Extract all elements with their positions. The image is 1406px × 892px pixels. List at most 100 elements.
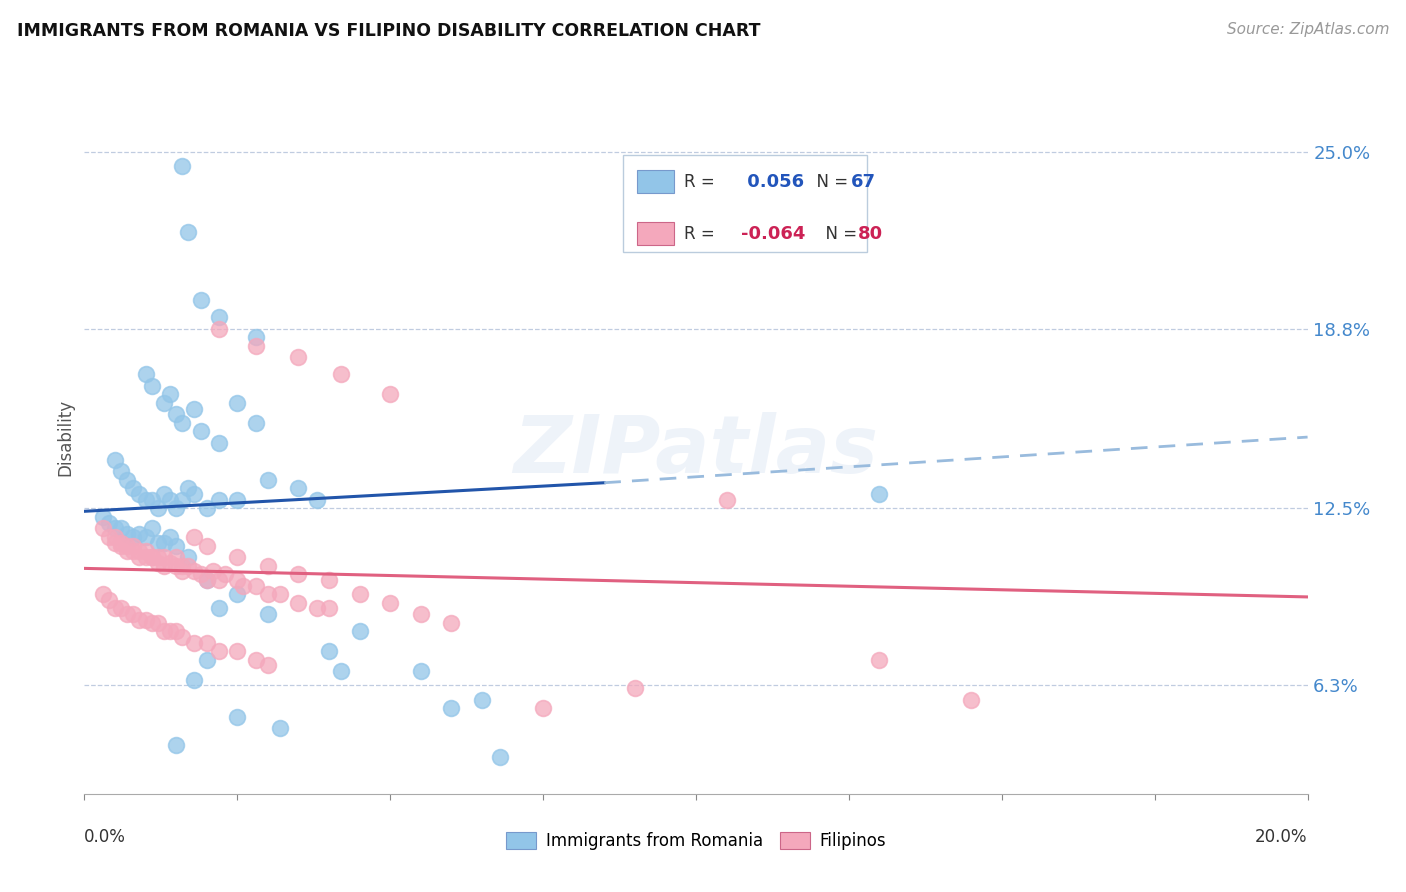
Point — [172, 630, 194, 644]
Point — [104, 530, 127, 544]
Point — [330, 664, 353, 678]
Point — [128, 527, 150, 541]
Point — [257, 558, 280, 573]
Point — [128, 544, 150, 558]
Point — [489, 749, 512, 764]
Point — [146, 556, 169, 570]
Point — [165, 501, 187, 516]
Point — [269, 587, 291, 601]
Point — [165, 558, 187, 573]
Point — [153, 558, 176, 573]
Point — [208, 644, 231, 658]
Point — [287, 567, 309, 582]
Point — [349, 624, 371, 639]
Point — [159, 624, 181, 639]
Point — [159, 387, 181, 401]
Point — [91, 587, 114, 601]
Point — [195, 653, 218, 667]
Point — [115, 527, 138, 541]
Point — [183, 673, 205, 687]
Point — [869, 487, 891, 501]
Point — [245, 578, 267, 592]
FancyBboxPatch shape — [637, 222, 673, 245]
Point — [226, 492, 249, 507]
Point — [190, 425, 212, 439]
FancyBboxPatch shape — [623, 155, 868, 252]
Point — [122, 482, 145, 496]
Point — [110, 539, 132, 553]
Text: -0.064: -0.064 — [741, 225, 806, 243]
Point — [141, 615, 163, 630]
Point — [115, 607, 138, 621]
Point — [318, 573, 340, 587]
Point — [153, 487, 176, 501]
Point — [380, 387, 402, 401]
Point — [141, 492, 163, 507]
Point — [226, 573, 249, 587]
Point — [960, 692, 983, 706]
Point — [141, 549, 163, 564]
Point — [245, 339, 267, 353]
Point — [190, 293, 212, 307]
Point — [330, 368, 353, 382]
Text: 20.0%: 20.0% — [1256, 828, 1308, 847]
Point — [195, 539, 218, 553]
Text: 80: 80 — [858, 225, 883, 243]
Point — [122, 544, 145, 558]
Point — [257, 658, 280, 673]
Point — [110, 601, 132, 615]
Point — [135, 549, 157, 564]
Point — [135, 613, 157, 627]
Point — [159, 556, 181, 570]
Point — [716, 492, 738, 507]
Point — [440, 701, 463, 715]
Point — [409, 664, 432, 678]
Point — [115, 539, 138, 553]
Point — [471, 692, 494, 706]
Point — [305, 601, 328, 615]
Text: R =: R = — [683, 173, 720, 191]
Text: Source: ZipAtlas.com: Source: ZipAtlas.com — [1226, 22, 1389, 37]
Point — [214, 567, 236, 582]
Point — [305, 492, 328, 507]
Point — [208, 310, 231, 325]
Point — [177, 225, 200, 239]
Point — [287, 482, 309, 496]
Point — [122, 530, 145, 544]
Point — [869, 653, 891, 667]
Point — [195, 635, 218, 649]
Point — [245, 330, 267, 344]
Text: IMMIGRANTS FROM ROMANIA VS FILIPINO DISABILITY CORRELATION CHART: IMMIGRANTS FROM ROMANIA VS FILIPINO DISA… — [17, 22, 761, 40]
Text: R =: R = — [683, 225, 720, 243]
Point — [190, 567, 212, 582]
Text: ZIPatlas: ZIPatlas — [513, 412, 879, 491]
Point — [115, 473, 138, 487]
Point — [135, 492, 157, 507]
Point — [110, 464, 132, 478]
Point — [318, 601, 340, 615]
Point — [208, 435, 231, 450]
Point — [531, 701, 554, 715]
Point — [183, 635, 205, 649]
Point — [104, 535, 127, 549]
Point — [172, 159, 194, 173]
Point — [135, 368, 157, 382]
Point — [153, 624, 176, 639]
Point — [159, 492, 181, 507]
Point — [110, 535, 132, 549]
Point — [104, 601, 127, 615]
Point — [183, 564, 205, 578]
Point — [287, 596, 309, 610]
Point — [159, 530, 181, 544]
Text: N =: N = — [814, 225, 862, 243]
Point — [183, 401, 205, 416]
Point — [165, 739, 187, 753]
Point — [141, 549, 163, 564]
Point — [177, 482, 200, 496]
Point — [172, 558, 194, 573]
Point — [165, 624, 187, 639]
Point — [269, 721, 291, 735]
Point — [122, 607, 145, 621]
Point — [257, 587, 280, 601]
Point — [97, 592, 120, 607]
